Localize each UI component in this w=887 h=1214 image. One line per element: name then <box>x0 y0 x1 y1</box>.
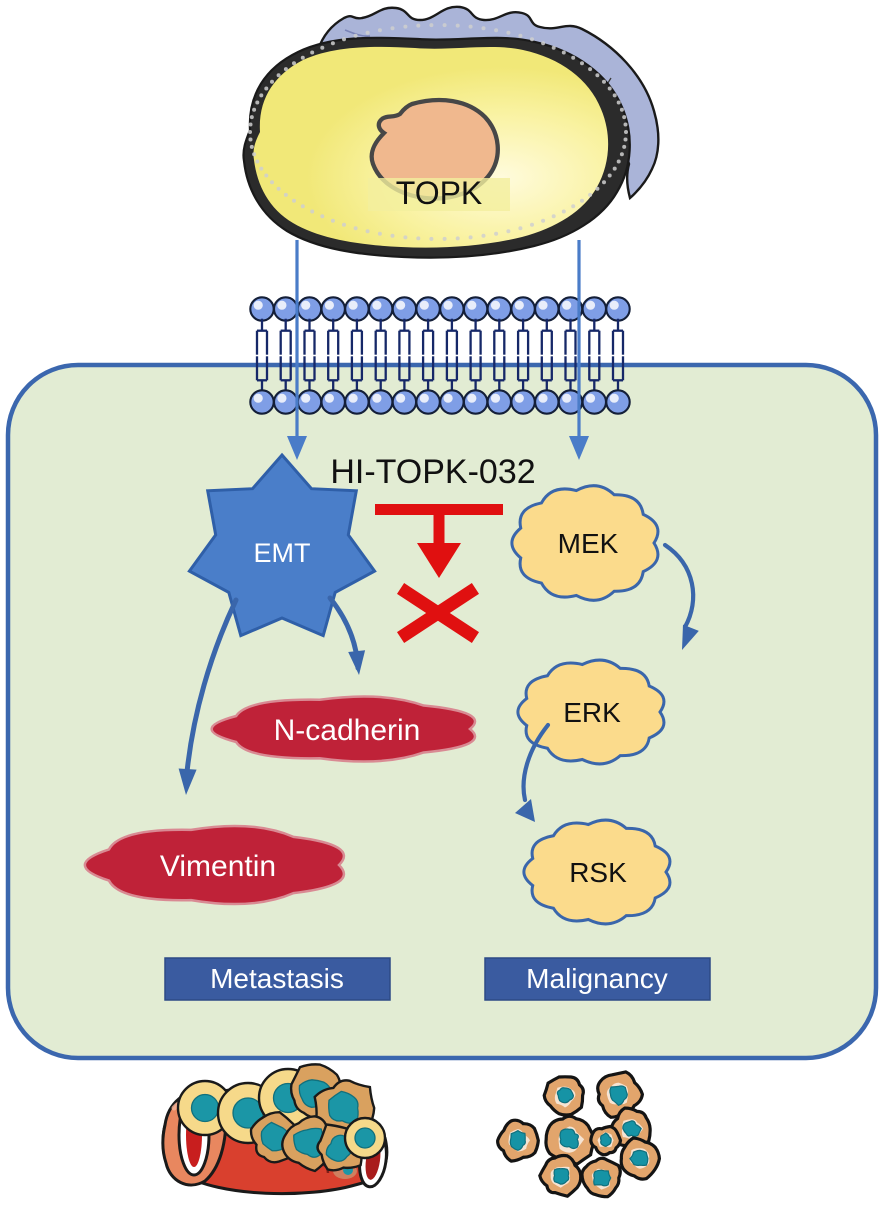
svg-text:HI-TOPK-032: HI-TOPK-032 <box>330 453 535 491</box>
svg-text:RSK: RSK <box>569 857 627 888</box>
svg-text:TOPK: TOPK <box>396 175 483 211</box>
svg-text:Vimentin: Vimentin <box>160 850 276 883</box>
svg-text:MEK: MEK <box>558 528 619 559</box>
svg-text:EMT: EMT <box>254 538 311 568</box>
svg-text:ERK: ERK <box>563 697 621 728</box>
svg-text:Metastasis: Metastasis <box>210 963 344 994</box>
svg-text:Malignancy: Malignancy <box>526 963 668 994</box>
svg-text:N-cadherin: N-cadherin <box>274 714 421 747</box>
